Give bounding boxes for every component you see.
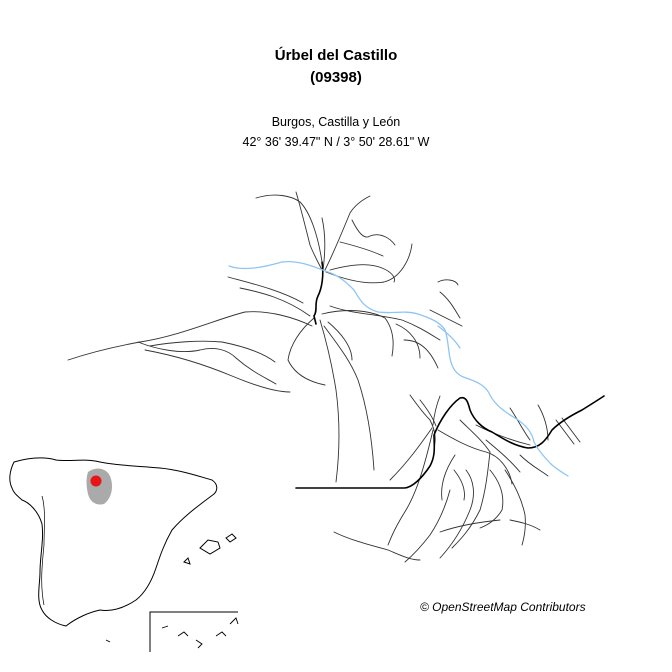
road bbox=[67, 311, 313, 361]
major-road bbox=[313, 261, 324, 325]
river bbox=[228, 260, 569, 477]
road bbox=[439, 469, 474, 559]
road bbox=[351, 219, 396, 246]
road bbox=[459, 419, 491, 453]
road bbox=[333, 531, 421, 561]
road bbox=[453, 469, 465, 501]
spain-outline bbox=[9, 457, 218, 627]
river bbox=[437, 325, 461, 349]
road bbox=[479, 469, 504, 529]
road bbox=[403, 339, 439, 369]
road bbox=[321, 217, 326, 271]
road bbox=[439, 291, 461, 319]
major-road bbox=[295, 395, 605, 489]
road bbox=[432, 395, 441, 426]
road bbox=[325, 243, 413, 284]
road bbox=[295, 191, 323, 271]
region-label: Burgos, Castilla y León bbox=[271, 115, 401, 129]
burgos-province bbox=[86, 468, 112, 505]
road bbox=[537, 404, 549, 441]
road bbox=[429, 309, 463, 327]
road bbox=[227, 276, 304, 304]
road bbox=[395, 323, 421, 359]
road bbox=[387, 429, 434, 546]
road bbox=[389, 427, 433, 481]
road bbox=[327, 321, 353, 361]
road bbox=[509, 519, 541, 531]
road bbox=[409, 394, 436, 449]
canary-islands bbox=[105, 617, 239, 649]
road bbox=[149, 340, 276, 363]
road bbox=[323, 325, 375, 471]
road bbox=[437, 429, 513, 485]
attribution-text: © OpenStreetMap Contributors bbox=[420, 600, 586, 614]
canary-frame bbox=[149, 611, 238, 652]
river-network bbox=[228, 260, 569, 477]
road bbox=[561, 417, 581, 443]
spain-inset-map bbox=[9, 457, 239, 652]
road bbox=[287, 317, 326, 386]
road bbox=[451, 451, 491, 549]
road bbox=[137, 341, 277, 385]
road bbox=[144, 349, 291, 393]
road bbox=[441, 454, 456, 501]
map-title: Úrbel del Castillo bbox=[274, 47, 398, 64]
road bbox=[339, 241, 384, 257]
road bbox=[485, 439, 521, 473]
road bbox=[437, 279, 459, 286]
road bbox=[239, 287, 311, 317]
road bbox=[404, 489, 451, 563]
road bbox=[419, 399, 437, 427]
balearic-islands bbox=[183, 533, 237, 565]
coordinates-label: 42° 36' 39.47" N / 3° 50' 28.61" W bbox=[242, 135, 430, 149]
road bbox=[329, 305, 441, 341]
major-roads bbox=[295, 261, 605, 489]
road bbox=[504, 469, 526, 546]
road bbox=[519, 454, 549, 477]
road bbox=[321, 310, 394, 357]
portugal-border bbox=[41, 495, 45, 606]
road bbox=[475, 424, 531, 446]
road bbox=[439, 519, 501, 533]
road bbox=[329, 264, 395, 283]
municipality-code: (09398) bbox=[310, 69, 362, 86]
road bbox=[319, 319, 340, 483]
road bbox=[509, 407, 531, 441]
road bbox=[255, 194, 323, 263]
location-marker bbox=[90, 475, 102, 487]
road-network bbox=[67, 191, 581, 563]
road bbox=[324, 195, 371, 271]
